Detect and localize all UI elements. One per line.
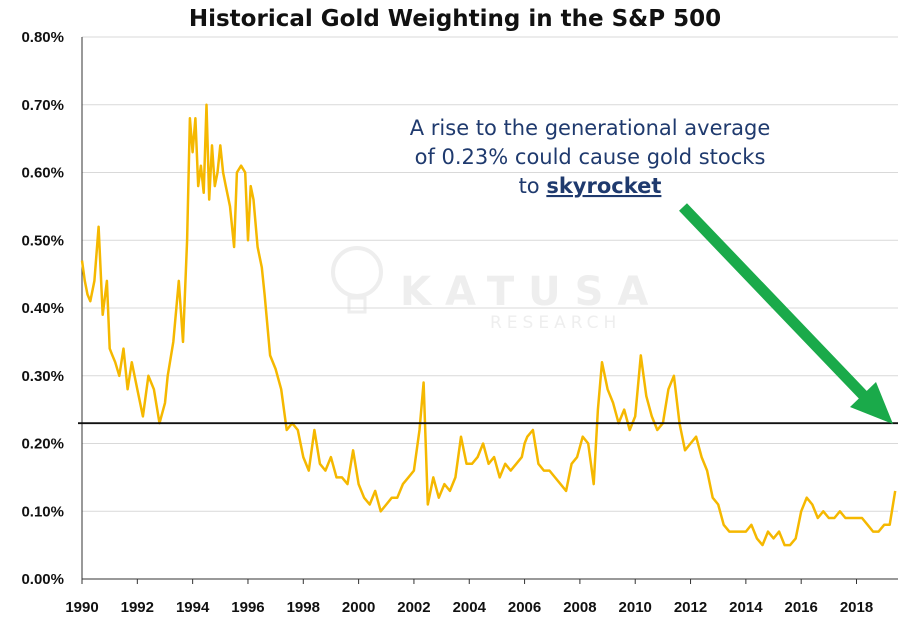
x-tick-label: 1992 <box>121 599 154 616</box>
y-tick-label: 0.10% <box>21 503 64 520</box>
y-tick-label: 0.70% <box>21 97 64 114</box>
y-tick-label: 0.20% <box>21 436 64 453</box>
gold-weighting-series-line <box>80 103 897 547</box>
series-layer <box>80 103 897 547</box>
x-tick-label: 2006 <box>508 599 541 616</box>
watermark-bulb-icon <box>331 246 383 298</box>
y-tick-label: 0.00% <box>21 571 64 588</box>
x-tick-label: 1990 <box>65 599 98 616</box>
x-tick-label: 1994 <box>176 599 210 616</box>
green-arrow-icon <box>679 203 893 424</box>
chart-title: Historical Gold Weighting in the S&P 500 <box>189 6 721 32</box>
x-tick-label: 2000 <box>342 599 375 616</box>
watermark-sub-text: RESEARCH <box>490 313 621 333</box>
x-tick-label: 2010 <box>619 599 652 616</box>
y-tick-label: 0.30% <box>21 368 64 385</box>
annotation-line-1: A rise to the generational average <box>410 116 771 140</box>
x-tick-label: 2014 <box>729 599 763 616</box>
x-tick-label: 2012 <box>674 599 707 616</box>
x-tick-label: 2002 <box>397 599 430 616</box>
x-tick-label: 1996 <box>231 599 264 616</box>
y-tick-labels: 0.00% 0.10% 0.20% 0.30% 0.40% 0.50% 0.60% 0.70%… <box>21 29 64 588</box>
axes <box>81 37 898 584</box>
y-tick-label: 0.80% <box>21 29 64 46</box>
x-tick-label: 2018 <box>840 599 873 616</box>
y-tick-label: 0.50% <box>21 232 64 249</box>
x-tick-labels: 1990 1992 1994 1996 1998 2000 2002 2004 2006 2008… <box>65 599 873 616</box>
x-tick-label: 2008 <box>563 599 596 616</box>
gridlines <box>82 36 898 512</box>
y-tick-label: 0.60% <box>21 165 64 182</box>
annotation: A rise to the generational average of 0.… <box>410 116 771 198</box>
annotation-line-2: of 0.23% could cause gold stocks <box>415 145 766 169</box>
x-tick-label: 2016 <box>784 599 817 616</box>
watermark-main-text: KATUSA <box>400 269 662 315</box>
x-tick-label: 1998 <box>287 599 320 616</box>
y-tick-label: 0.40% <box>21 300 64 317</box>
x-tick-label: 2004 <box>453 599 487 616</box>
katusa-watermark: KATUSA RESEARCH <box>331 246 662 333</box>
annotation-emphasis: skyrocket <box>546 174 661 198</box>
annotation-line-3-prefix: to <box>519 174 547 198</box>
annotation-line-3: to skyrocket <box>519 174 662 198</box>
